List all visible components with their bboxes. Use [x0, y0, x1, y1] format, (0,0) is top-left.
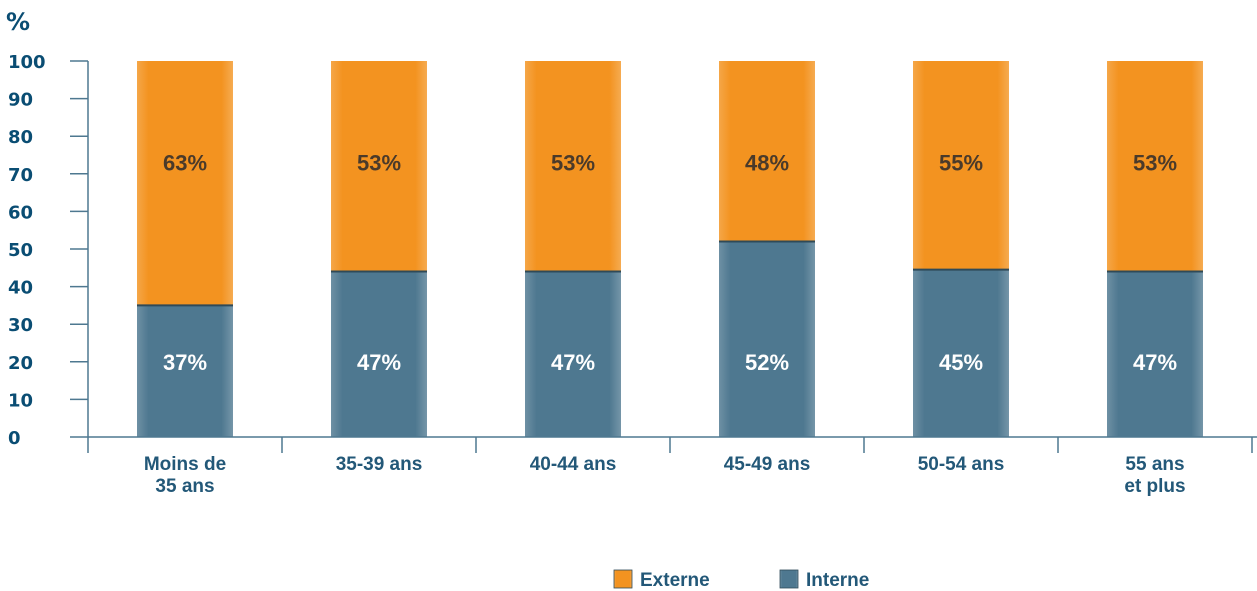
bar-interne [331, 271, 427, 437]
data-label-interne: 47% [357, 350, 401, 375]
x-tick-label: 35-39 ans [336, 454, 423, 475]
data-label-externe: 55% [939, 151, 983, 176]
x-tick-label-line: 45-49 ans [724, 454, 811, 475]
x-tick-label: 50-54 ans [918, 454, 1005, 475]
bar-externe [1107, 61, 1203, 272]
y-tick-label: 80 [8, 127, 33, 148]
legend-label-interne: Interne [806, 570, 869, 591]
x-tick-label-line: 55 ans [1125, 454, 1184, 475]
data-label-externe: 53% [357, 151, 401, 176]
bar-externe [913, 61, 1009, 270]
bar-externe [331, 61, 427, 272]
legend-swatch-interne [779, 569, 799, 589]
legend-label-externe: Externe [640, 570, 710, 591]
data-label-externe: 63% [163, 151, 207, 176]
x-tick-label: Moins de 35 ans [144, 454, 226, 497]
data-label-interne: 47% [1133, 350, 1177, 375]
x-tick-label-line: 50-54 ans [918, 454, 1005, 475]
x-tick-label-line: 35-39 ans [336, 454, 423, 475]
y-tick-label: 10 [8, 390, 33, 411]
y-tick-label: 100 [8, 52, 46, 73]
bar-interne [525, 271, 621, 437]
y-tick-label: 90 [8, 90, 33, 111]
y-tick-label: 40 [8, 278, 33, 299]
data-label-interne: 37% [163, 350, 207, 375]
data-label-interne: 45% [939, 350, 983, 375]
bars [137, 61, 1203, 437]
bar-interne [1107, 271, 1203, 437]
axes: % 0 10 20 30 40 50 60 70 80 90 100 Moins de 35 ans 35-… [6, 8, 1257, 497]
x-tick-label: 45-49 ans [724, 454, 811, 475]
x-tick-label-line: 40-44 ans [530, 454, 617, 475]
x-tick-label: 40-44 ans [530, 454, 617, 475]
y-tick-label: 30 [8, 315, 33, 336]
data-label-externe: 53% [551, 151, 595, 176]
data-labels: 37% 63% 47% 53% 47% 53% 52% 48% 45% 55% 47% 53% [163, 151, 1177, 375]
data-label-externe: 53% [1133, 151, 1177, 176]
bar-interne [137, 305, 233, 437]
bar-externe [137, 61, 233, 306]
legend-swatch-externe [613, 569, 633, 589]
x-tick-label: 55 ans et plus [1124, 454, 1185, 497]
y-tick-label: 50 [8, 240, 33, 261]
x-tick-label-line: Moins de [144, 454, 226, 475]
y-tick-label: 60 [8, 202, 33, 223]
y-axis-title: % [6, 8, 30, 36]
data-label-interne: 52% [745, 350, 789, 375]
bar-interne [719, 241, 815, 437]
bar-externe [719, 61, 815, 242]
data-label-interne: 47% [551, 350, 595, 375]
legend: Externe Interne [613, 569, 869, 591]
y-tick-label: 0 [8, 428, 21, 449]
bar-externe [525, 61, 621, 272]
x-tick-label-line: et plus [1124, 476, 1185, 497]
x-tick-label-line: 35 ans [155, 476, 214, 497]
y-tick-label: 20 [8, 353, 33, 374]
y-tick-label: 70 [8, 165, 33, 186]
bar-interne [913, 269, 1009, 437]
data-label-externe: 48% [745, 151, 789, 176]
